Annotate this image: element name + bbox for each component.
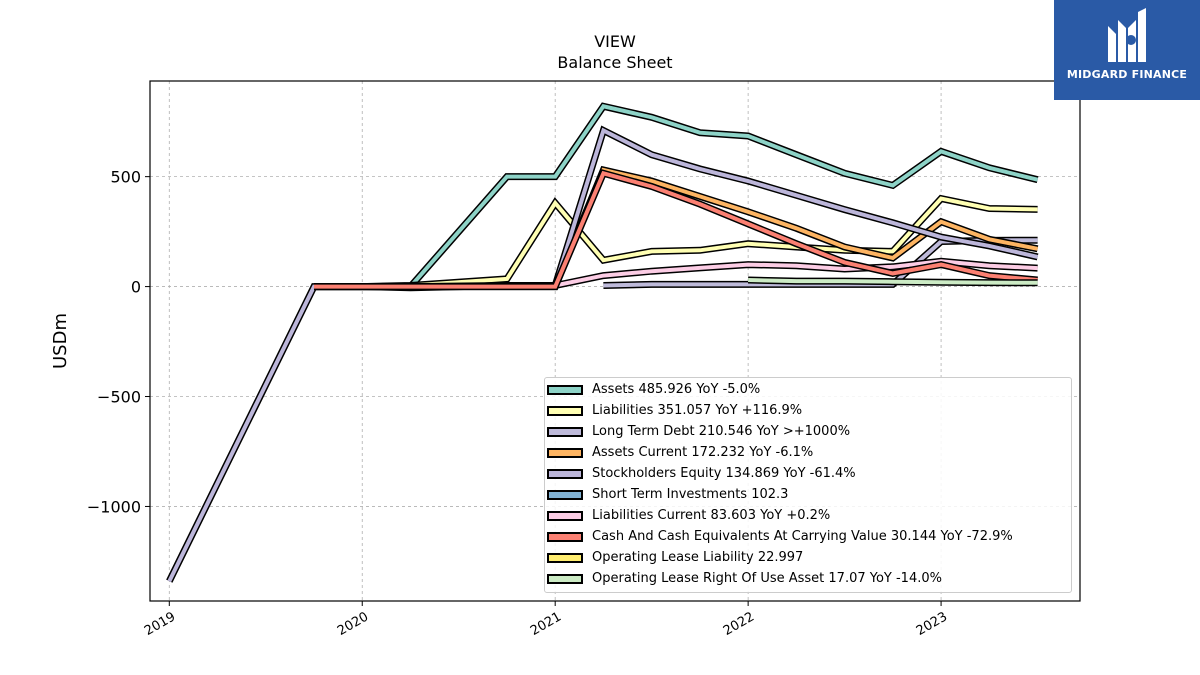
legend-label: Operating Lease Liability 22.997 <box>592 550 804 565</box>
legend-label: Liabilities Current 83.603 YoY +0.2% <box>592 508 831 523</box>
legend-item: Short Term Investments 102.3 <box>545 486 1071 507</box>
legend-label: Short Term Investments 102.3 <box>592 487 789 502</box>
legend-item: Cash And Cash Equivalents At Carrying Va… <box>545 528 1071 549</box>
y-tick-label: −1000 <box>87 497 141 516</box>
legend-swatch <box>547 469 583 479</box>
legend: Assets 485.926 YoY -5.0% Liabilities 351.… <box>544 377 1072 593</box>
legend-swatch <box>547 553 583 563</box>
legend-label: Cash And Cash Equivalents At Carrying Va… <box>592 529 1013 544</box>
y-tick-label: 500 <box>110 168 141 187</box>
legend-swatch <box>547 448 583 458</box>
series-line <box>408 104 1039 288</box>
legend-swatch <box>547 490 583 500</box>
x-tick-label: 2019 <box>142 609 178 639</box>
series-assets <box>407 102 1039 289</box>
legend-swatch <box>547 511 583 521</box>
legend-label: Assets 485.926 YoY -5.0% <box>592 382 761 397</box>
legend-item: Long Term Debt 210.546 YoY >+1000% <box>545 423 1071 444</box>
x-tick-label: 2022 <box>721 609 757 639</box>
legend-label: Liabilities 351.057 YoY +116.9% <box>592 403 803 418</box>
legend-swatch <box>547 427 583 437</box>
series-cash-and-cash-equivalents-at-carrying-value <box>314 169 1038 291</box>
series-line <box>748 278 1038 285</box>
legend-item: Stockholders Equity 134.869 YoY -61.4% <box>545 465 1071 486</box>
legend-label: Operating Lease Right Of Use Asset 17.07… <box>592 571 942 586</box>
y-axis-label: USDm <box>50 313 71 369</box>
legend-label: Long Term Debt 210.546 YoY >+1000% <box>592 424 851 439</box>
legend-item: Assets 485.926 YoY -5.0% <box>545 381 1071 402</box>
legend-label: Assets Current 172.232 YoY -6.1% <box>592 445 814 460</box>
x-tick-label: 2020 <box>335 609 371 639</box>
legend-label: Stockholders Equity 134.869 YoY -61.4% <box>592 466 856 481</box>
brand-logo: MIDGARD FINANCE <box>1054 0 1200 100</box>
y-tick-label: 0 <box>131 278 141 297</box>
brand-name: MIDGARD FINANCE <box>1066 68 1188 81</box>
y-tick-label: −500 <box>97 388 141 407</box>
chart-title: VIEW <box>594 32 636 51</box>
plot-frame <box>149 80 1081 602</box>
legend-swatch <box>547 532 583 542</box>
x-tick-label: 2021 <box>528 609 564 639</box>
logo-mark-icon <box>1108 8 1146 62</box>
legend-item: Liabilities 351.057 YoY +116.9% <box>545 402 1071 423</box>
series-line <box>314 170 1038 289</box>
legend-item: Liabilities Current 83.603 YoY +0.2% <box>545 507 1071 528</box>
legend-item: Operating Lease Liability 22.997 <box>545 549 1071 570</box>
legend-swatch <box>547 574 583 584</box>
series-lines <box>166 102 1039 583</box>
chart-subtitle: Balance Sheet <box>557 53 672 72</box>
legend-item: Operating Lease Right Of Use Asset 17.07… <box>545 570 1071 591</box>
x-tick-label: 2023 <box>914 609 950 639</box>
legend-item: Assets Current 172.232 YoY -6.1% <box>545 444 1071 465</box>
series-operating-lease-right-of-use-asset <box>748 276 1038 287</box>
legend-swatch <box>547 406 583 416</box>
legend-swatch <box>547 385 583 395</box>
